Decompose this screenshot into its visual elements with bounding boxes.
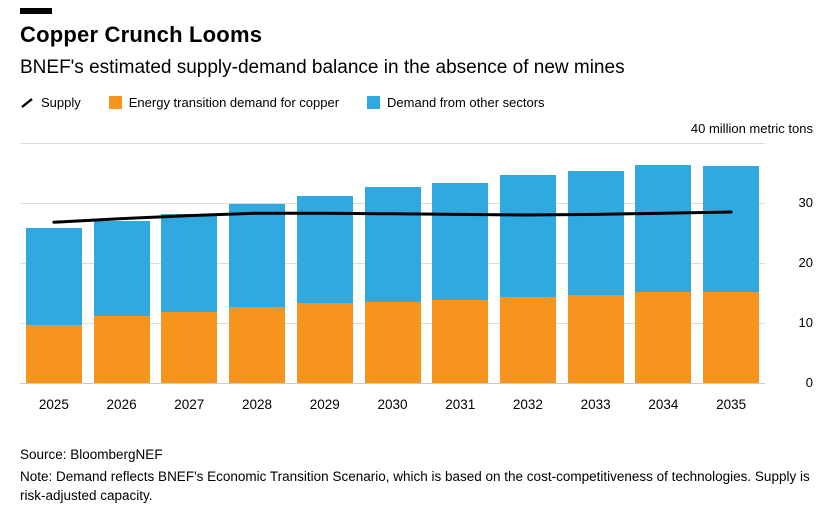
chart-subtitle: BNEF's estimated supply-demand balance i… [20,57,625,78]
bar-energy-transition-2029 [296,303,353,383]
orange-swatch-icon [108,96,122,109]
bar-energy-transition-2030 [364,302,421,383]
bar-other-sectors-2026 [93,221,150,316]
y-axis-unit-label: 40 million metric tons [690,121,813,136]
bar-other-sectors-2032 [499,174,556,298]
legend-label-other-sectors: Demand from other sectors [387,95,545,110]
x-axis-label-2032: 2032 [512,397,543,412]
x-axis-label-2025: 2025 [38,397,69,412]
bar-other-sectors-2027 [161,213,218,313]
x-axis-label-2035: 2035 [716,397,747,412]
supply-line [52,210,733,224]
x-axis-label-2031: 2031 [445,397,476,412]
x-axis-label-2030: 2030 [377,397,408,412]
bar-energy-transition-2033 [567,294,624,383]
legend-item-other-sectors: Demand from other sectors [367,95,545,110]
legend-item-energy-transition: Energy transition demand for copper [108,95,340,110]
bar-other-sectors-2025 [25,228,82,325]
x-axis-label-2026: 2026 [106,397,137,412]
bar-energy-transition-2025 [25,324,82,383]
bar-energy-transition-2027 [161,312,218,383]
bar-energy-transition-2031 [432,300,489,383]
bar-other-sectors-2033 [567,170,624,295]
source-text: Source: BloombergNEF [20,447,163,462]
legend-item-supply: Supply [20,95,81,110]
supply-line-icon [21,97,33,108]
bar-energy-transition-2026 [93,315,150,383]
gridline-0 [20,383,765,384]
bar-other-sectors-2028 [229,203,286,308]
chart-area: 2025 2026 2027 2028 2029 2030 2031 2032 2033 2034… [20,143,813,443]
bar-energy-transition-2034 [635,291,692,383]
x-axis-label-2034: 2034 [648,397,679,412]
x-axis-label-2028: 2028 [242,397,273,412]
legend: Supply Energy transition demand for copp… [20,95,545,110]
supply-line-glyph [21,97,33,108]
blue-swatch-icon [367,96,381,109]
bar-other-sectors-2031 [432,182,489,301]
brand-tick-mark [20,8,52,14]
bar-energy-transition-2032 [499,297,556,383]
gridline-40 [20,143,765,144]
note-text: Note: Demand reflects BNEF's Economic Tr… [20,469,810,504]
plot-area [20,143,765,384]
legend-label-supply: Supply [41,95,81,110]
bar-other-sectors-2034 [635,164,692,292]
bar-energy-transition-2028 [229,307,286,383]
x-axis-label-2033: 2033 [580,397,611,412]
chart-title: Copper Crunch Looms [20,22,263,47]
x-axis-label-2027: 2027 [174,397,205,412]
legend-label-energy-transition: Energy transition demand for copper [128,95,340,110]
bar-other-sectors-2035 [703,166,760,292]
y-axis-label-20: 20 [798,255,813,270]
x-axis-label-2029: 2029 [309,397,340,412]
bar-energy-transition-2035 [703,291,760,383]
y-axis-label-0: 0 [805,375,813,390]
y-axis-label-10: 10 [798,315,813,330]
bar-other-sectors-2030 [364,187,421,302]
y-axis-label-30: 30 [798,195,813,210]
